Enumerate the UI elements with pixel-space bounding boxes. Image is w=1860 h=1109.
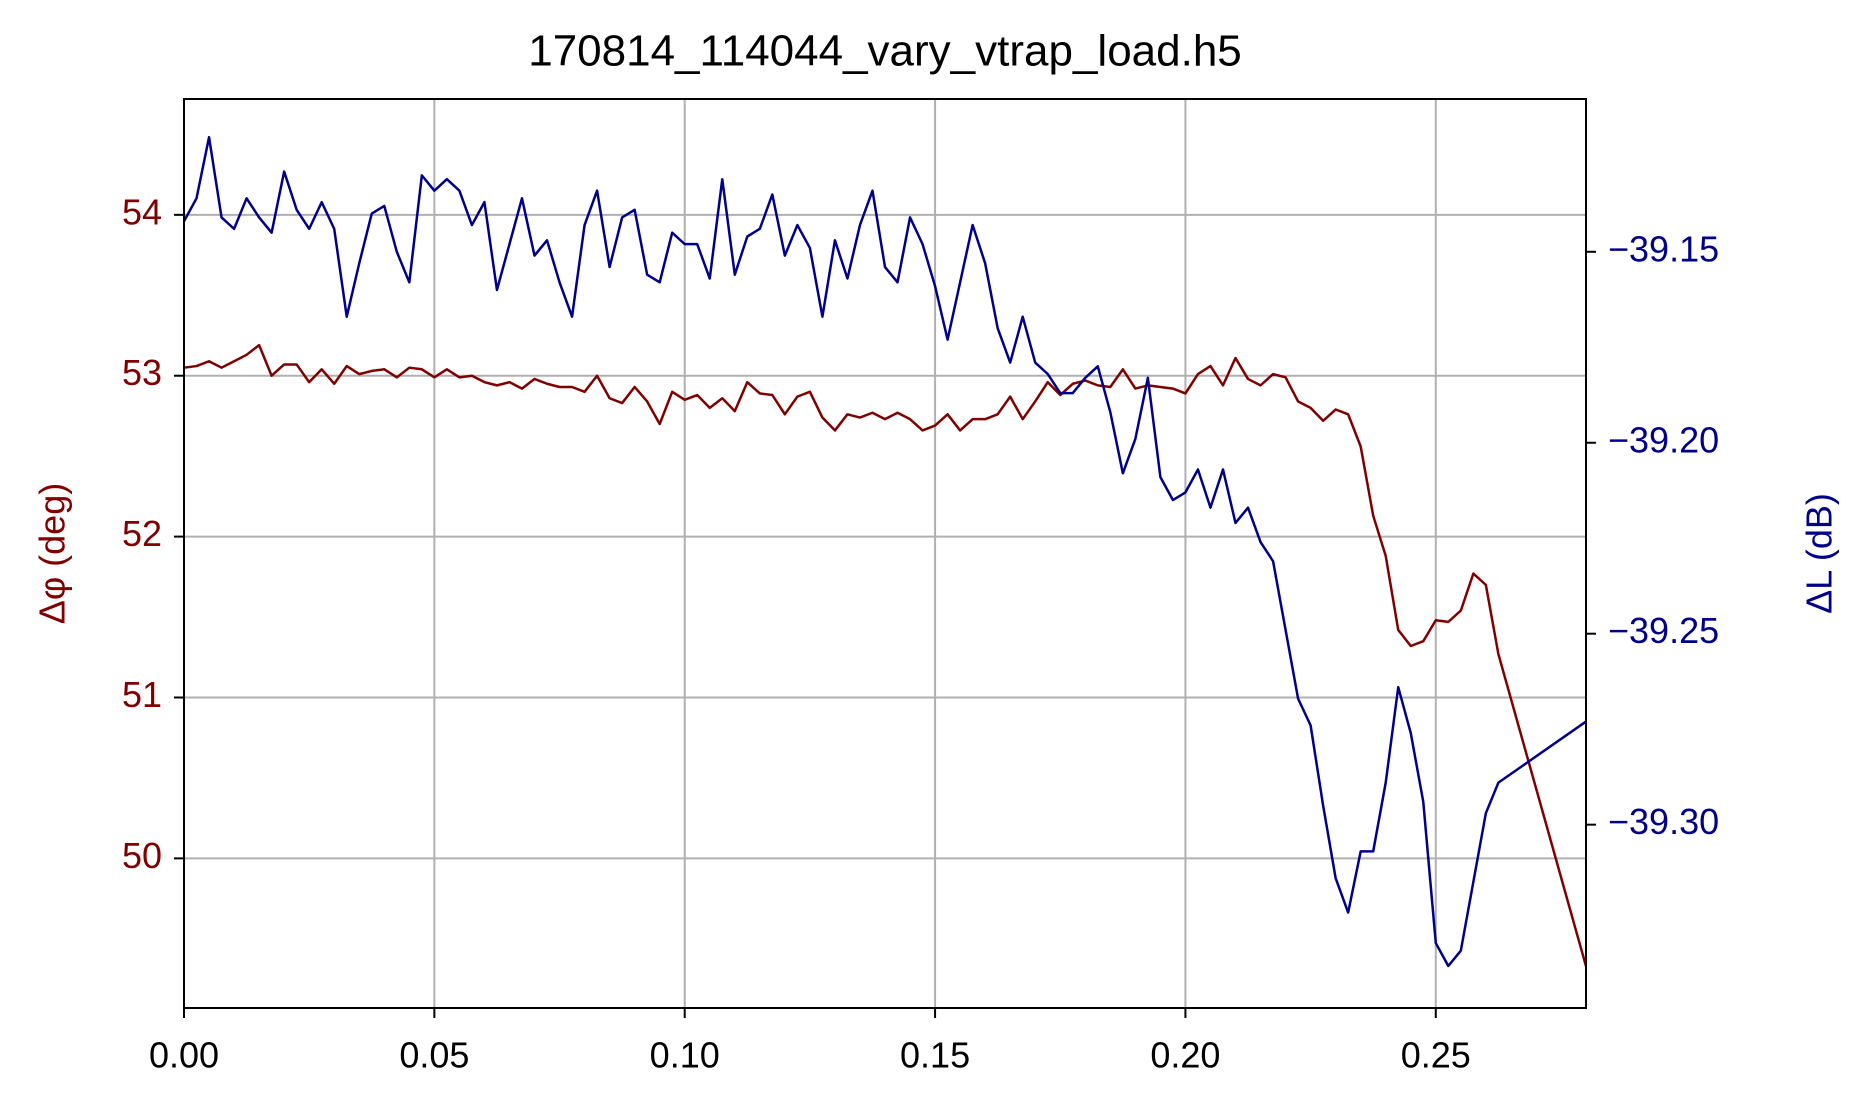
y2-tick-label: −39.20	[1608, 419, 1719, 460]
x-tick-label: 0.25	[1401, 1035, 1471, 1076]
y-tick-label: 51	[122, 674, 162, 715]
y2-tick-label: −39.30	[1608, 801, 1719, 842]
x-tick-label: 0.10	[650, 1035, 720, 1076]
y-tick-label: 50	[122, 835, 162, 876]
y-tick-label: 54	[122, 191, 162, 232]
x-tick-label: 0.00	[149, 1035, 219, 1076]
plot-frame	[183, 98, 1587, 1009]
data-line	[183, 343, 1588, 967]
y2-tick-label: −39.25	[1608, 610, 1719, 651]
data-line	[182, 135, 1587, 968]
y-tick-label: 53	[122, 352, 162, 393]
y-axis-label: Δφ (deg)	[32, 483, 73, 624]
chart-title: 170814_114044_vary_vtrap_load.h5	[528, 27, 1242, 76]
y-tick-label: 52	[122, 513, 162, 554]
x-tick-label: 0.20	[1150, 1035, 1220, 1076]
y2-tick-label: −39.15	[1608, 228, 1719, 269]
y2-axis-label: ΔL (dB)	[1799, 493, 1840, 614]
x-tick-label: 0.15	[900, 1035, 970, 1076]
x-tick-label: 0.05	[399, 1035, 469, 1076]
